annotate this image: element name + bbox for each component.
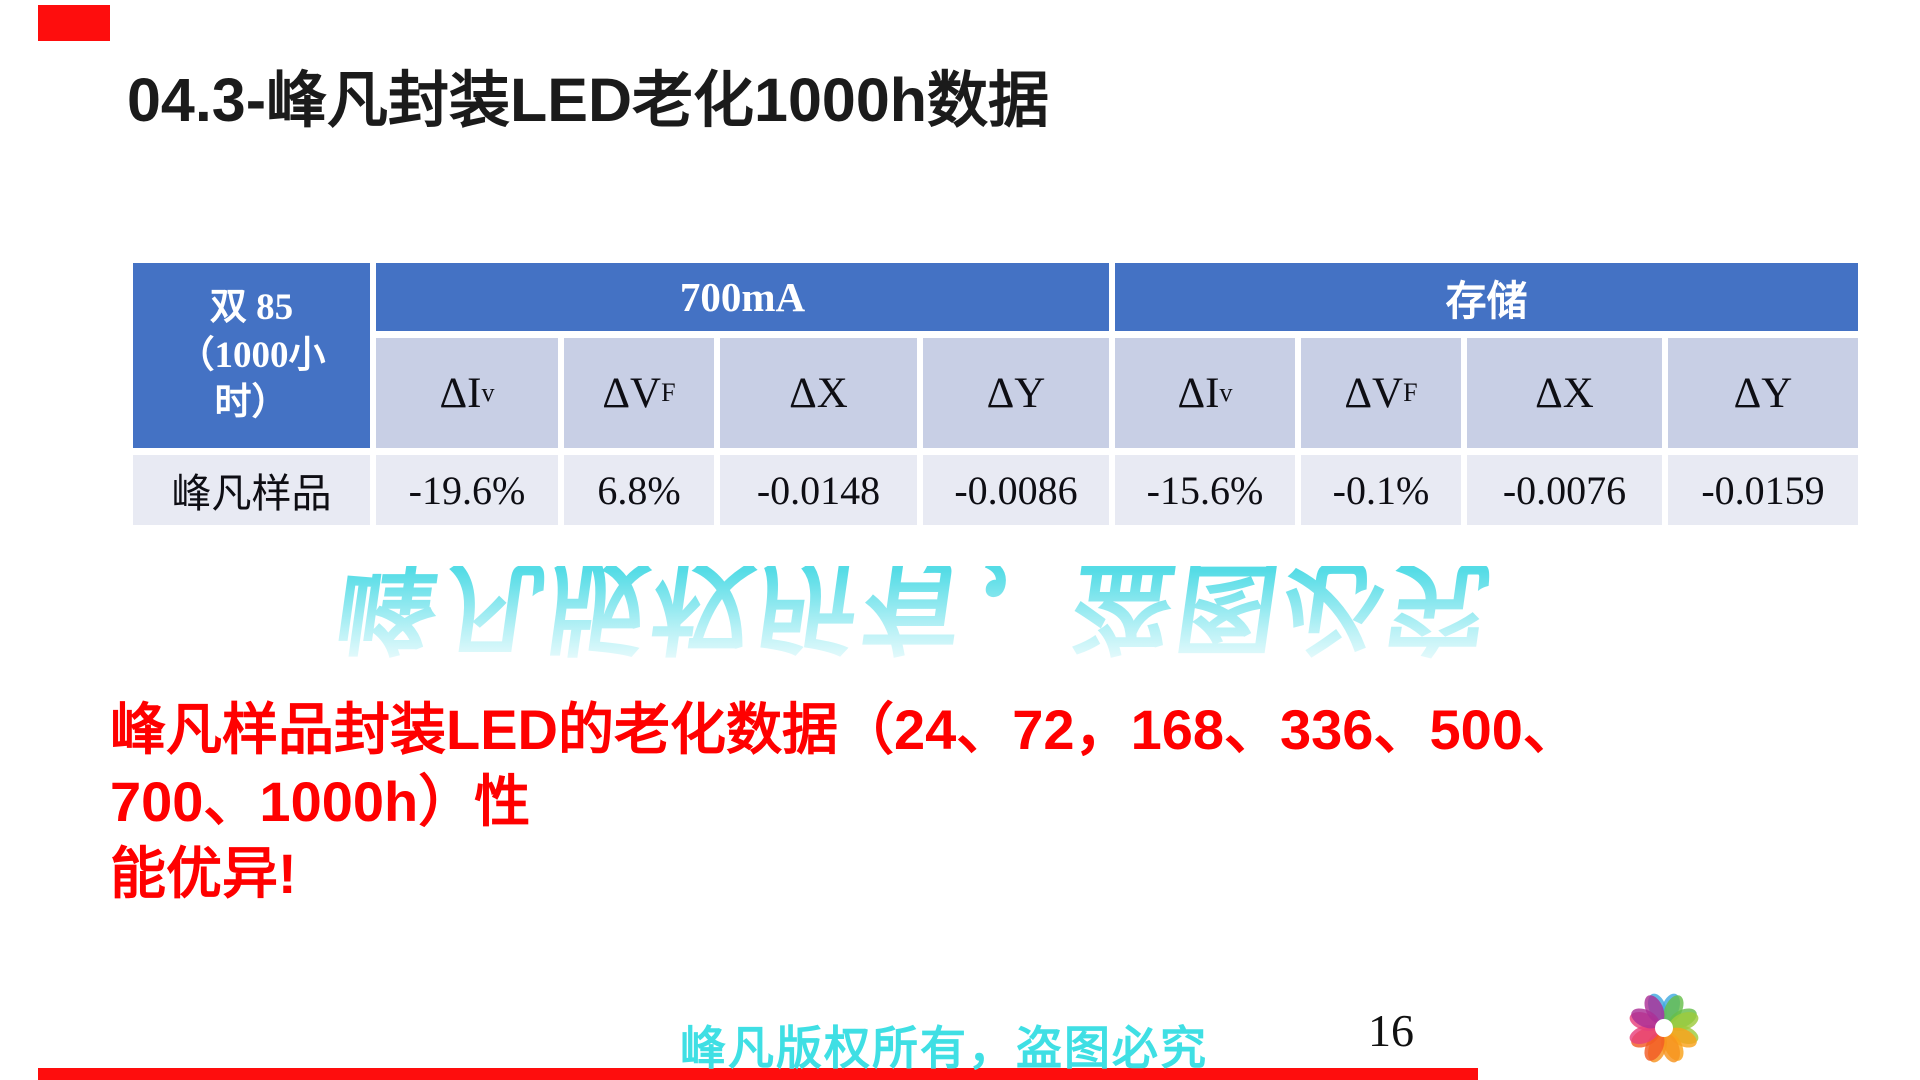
table-value-cell: -0.0159 xyxy=(1668,455,1858,525)
table-subheader: ΔX xyxy=(720,338,917,448)
table-subheader: ΔV F xyxy=(564,338,714,448)
table-value-cell: -0.0076 xyxy=(1467,455,1662,525)
table-subheader: ΔY xyxy=(923,338,1109,448)
flower-logo-icon xyxy=(1629,993,1699,1063)
table-value-cell: -0.0148 xyxy=(720,455,917,525)
table-value-cell: -15.6% xyxy=(1115,455,1295,525)
table-group-header-storage: 存储 xyxy=(1115,263,1858,331)
aging-data-table: 双 85 （1000小 时） 700mA 存储 ΔI v ΔV F ΔX ΔY ΔI… xyxy=(133,263,1858,525)
table-row-label: 峰凡样品 xyxy=(133,455,370,525)
callout-line-1: 峰凡样品封装LED的老化数据（24、72，168、336、500、700、100… xyxy=(110,698,1579,833)
copyright-watermark: 峰凡版权所有，盗图必究 xyxy=(326,550,1501,688)
table-subheader: ΔV F xyxy=(1301,338,1461,448)
page-number: 16 xyxy=(1368,1005,1414,1056)
callout-text: 峰凡样品封装LED的老化数据（24、72，168、336、500、700、100… xyxy=(110,694,1610,910)
table-value-cell: -0.0086 xyxy=(923,455,1109,525)
red-accent-rect xyxy=(38,5,110,41)
table-subheader: ΔI v xyxy=(1115,338,1295,448)
table-value-cell: -0.1% xyxy=(1301,455,1461,525)
table-group-header-700ma: 700mA xyxy=(376,263,1109,331)
table-subheader: ΔY xyxy=(1668,338,1858,448)
table-corner-cell: 双 85 （1000小 时） xyxy=(133,263,370,448)
table-value-cell: 6.8% xyxy=(564,455,714,525)
footer-copyright: 峰凡版权所有，盗图必究 xyxy=(680,1022,1208,1074)
table-subheader: ΔI v xyxy=(376,338,558,448)
table-subheader: ΔX xyxy=(1467,338,1662,448)
callout-line-2: 能优异! xyxy=(110,842,297,905)
red-accent-bar xyxy=(38,1068,1478,1080)
table-value-cell: -19.6% xyxy=(376,455,558,525)
page-title: 04.3-峰凡封装LED老化1000h数据 xyxy=(127,66,1050,134)
